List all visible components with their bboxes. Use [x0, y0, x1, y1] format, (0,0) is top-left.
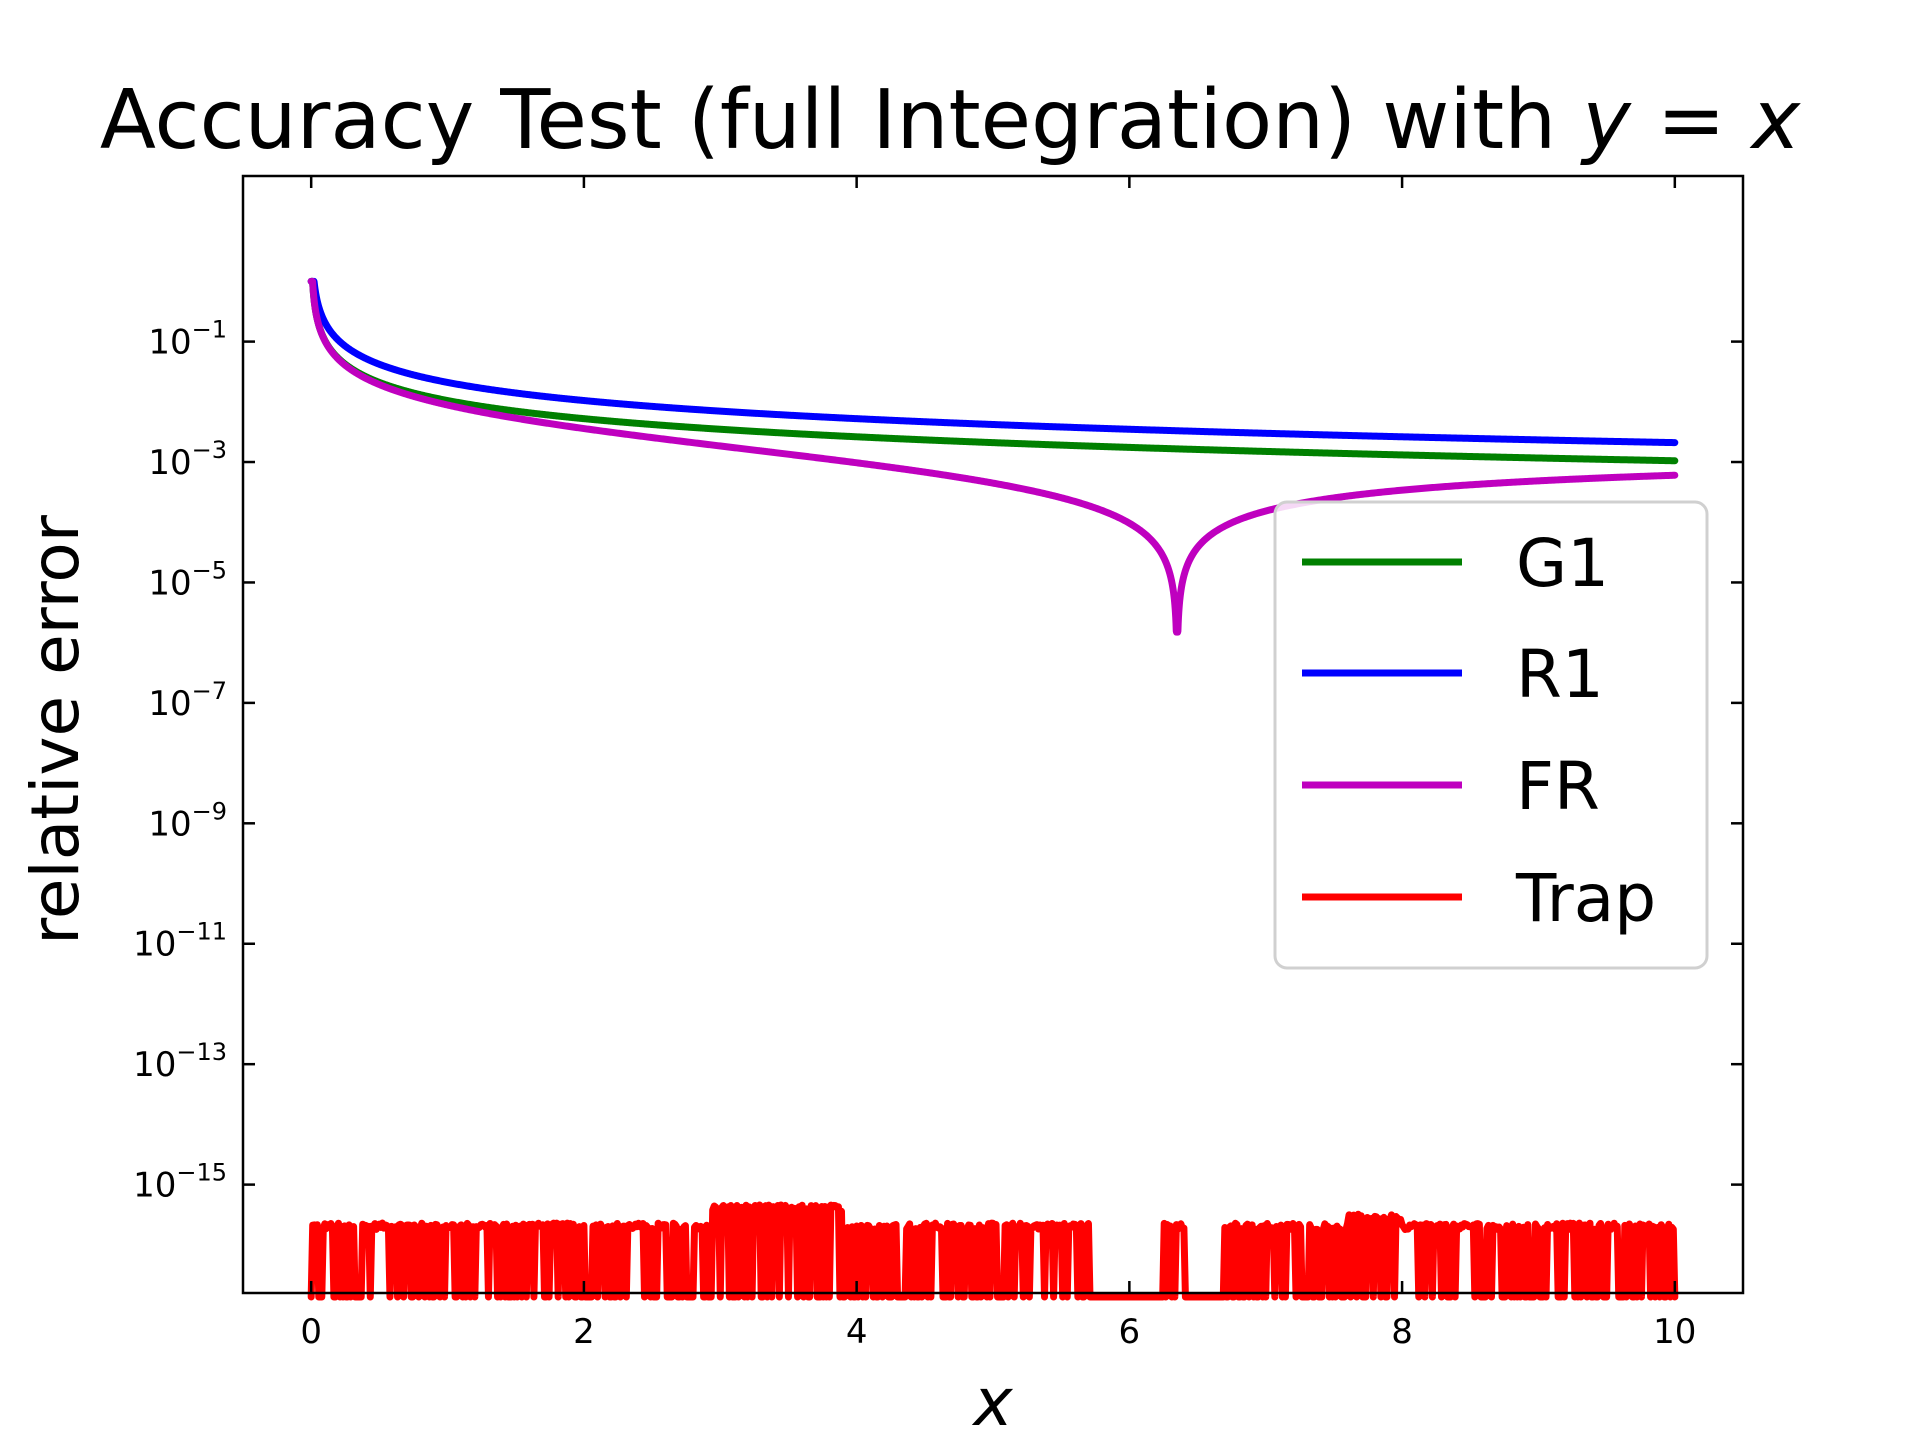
chart-title-math-y: y	[1579, 73, 1632, 168]
legend-label-g1: G1	[1516, 525, 1609, 602]
x-tick-label: 6	[1119, 1312, 1141, 1352]
legend-label-trap: Trap	[1515, 860, 1656, 937]
legend-label-fr: FR	[1516, 748, 1600, 825]
series-layer	[307, 277, 1679, 1301]
x-tick-label: 8	[1391, 1312, 1413, 1352]
legend-box	[1273, 500, 1709, 970]
y-tick-label: 10−11	[133, 918, 227, 965]
y-axis-ticks: 10−1 10−3 10−5 10−7 10−9 10−11 10−13 10−15	[133, 316, 1743, 1206]
y-tick-label: 10−3	[148, 436, 227, 483]
x-axis-ticks: 0 2 4 6 8 10	[300, 176, 1696, 1352]
x-tick-label: 4	[846, 1312, 868, 1352]
y-tick-label: 10−9	[148, 797, 227, 844]
chart-title: Accuracy Test (full Integration) with y …	[100, 73, 1802, 168]
y-tick-label: 10−13	[133, 1038, 227, 1085]
plot-frame	[241, 174, 1745, 1295]
x-tick-label: 10	[1653, 1312, 1696, 1352]
x-tick-label: 2	[573, 1312, 595, 1352]
x-axis-label: x	[971, 1364, 1013, 1440]
series-line-r1	[307, 277, 1679, 447]
y-tick-label: 10−7	[148, 677, 227, 724]
chart-title-text: Accuracy Test (full Integration) with	[100, 73, 1582, 168]
y-tick-label: 10−15	[133, 1159, 227, 1206]
series-line-trap	[307, 1201, 1679, 1301]
y-tick-label: 10−1	[148, 316, 227, 363]
y-tick-label: 10−5	[148, 556, 227, 603]
chart-title-math-eq: =	[1631, 73, 1752, 168]
x-tick-label: 0	[300, 1312, 322, 1352]
chart-title-math-x: x	[1749, 73, 1802, 168]
legend-label-r1: R1	[1516, 636, 1604, 713]
series-line-g1	[307, 277, 1679, 465]
y-axis-label: relative error	[17, 514, 94, 945]
legend: G1 R1 FR Trap	[1273, 500, 1709, 970]
